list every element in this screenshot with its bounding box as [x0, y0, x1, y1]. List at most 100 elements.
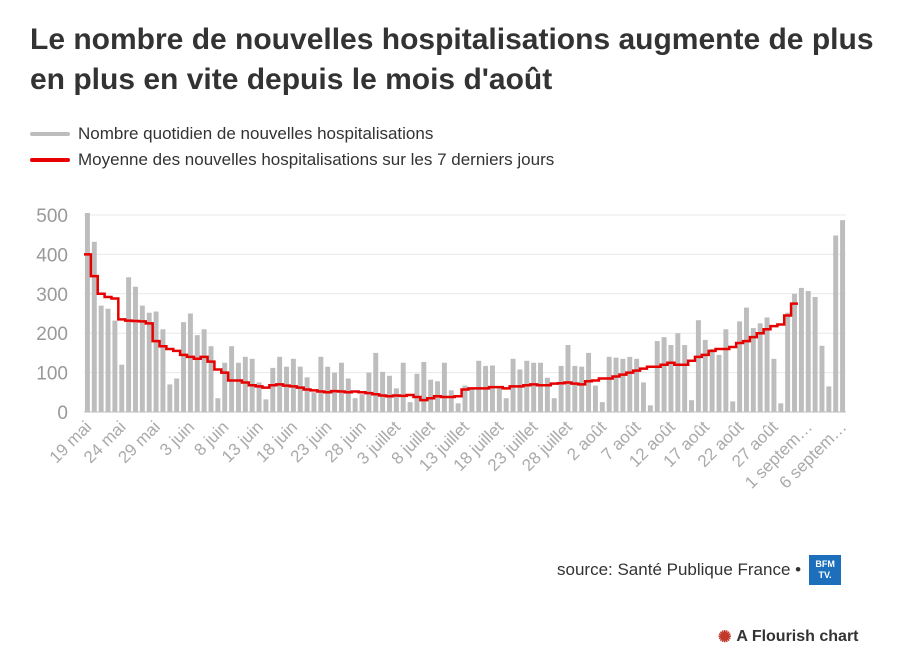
daily-bar: [338, 362, 344, 412]
daily-bar: [489, 365, 495, 412]
flourish-credit-label: A Flourish chart: [736, 628, 859, 645]
legend-item-average[interactable]: Moyenne des nouvelles hospitalisations s…: [30, 148, 554, 172]
daily-bar: [702, 339, 708, 412]
flourish-star-icon: ✺: [718, 629, 732, 646]
daily-bar: [448, 390, 454, 412]
source-note: source: Santé Publique France • BFM TV.: [557, 555, 842, 585]
daily-bar: [242, 356, 248, 412]
daily-bar: [627, 356, 633, 412]
daily-bar: [730, 401, 736, 412]
daily-bar: [318, 356, 324, 412]
daily-bar: [798, 287, 804, 412]
chart-title: Le nombre de nouvelles hospitalisations …: [30, 23, 874, 96]
daily-bar: [373, 352, 379, 412]
daily-bar: [256, 382, 262, 412]
daily-bar: [599, 402, 605, 412]
daily-bar: [661, 337, 667, 412]
average-series-line: [84, 253, 798, 402]
daily-bar: [270, 367, 276, 412]
legend-label-average: Moyenne des nouvelles hospitalisations s…: [78, 150, 555, 169]
daily-bar: [716, 354, 722, 412]
y-tick-label: 500: [36, 206, 68, 227]
daily-bar: [592, 385, 598, 412]
daily-bar: [503, 398, 509, 412]
daily-bar: [421, 361, 427, 412]
y-tick-label: 400: [36, 245, 68, 266]
daily-bar: [792, 293, 797, 412]
daily-bar: [139, 305, 145, 412]
daily-bar: [469, 388, 475, 412]
daily-bar: [91, 241, 97, 412]
daily-bar: [668, 345, 674, 412]
daily-bar: [737, 321, 743, 412]
daily-bar: [750, 328, 756, 412]
daily-bar: [496, 386, 502, 412]
daily-bar: [119, 364, 125, 412]
daily-bar: [407, 402, 413, 412]
daily-bar: [476, 360, 482, 412]
flourish-credit[interactable]: ✺ A Flourish chart: [718, 627, 859, 647]
daily-bar: [414, 373, 420, 412]
daily-bar: [675, 333, 681, 412]
legend-label-daily: Nombre quotidien de nouvelles hospitalis…: [78, 124, 434, 143]
daily-bar: [229, 346, 235, 412]
daily-bar: [393, 388, 399, 412]
y-axis: 0 100 200 300 400 500: [36, 206, 68, 424]
daily-bar: [325, 366, 331, 412]
daily-bar: [538, 362, 543, 412]
y-tick-label: 0: [57, 403, 68, 424]
daily-bar: [297, 366, 303, 412]
daily-bar: [634, 358, 640, 412]
daily-bar: [208, 346, 214, 412]
daily-bar: [174, 378, 180, 412]
daily-bar: [531, 362, 537, 412]
daily-bar: [826, 386, 832, 412]
y-tick-label: 100: [36, 364, 68, 385]
daily-bar: [682, 345, 688, 412]
daily-bar: [840, 220, 846, 412]
daily-bar: [187, 313, 193, 412]
daily-bar: [455, 403, 461, 412]
average-line: [84, 253, 798, 402]
daily-bar: [641, 382, 646, 412]
daily-bar: [689, 400, 695, 412]
daily-bar: [201, 329, 207, 412]
daily-bar: [126, 277, 132, 412]
daily-bar: [428, 379, 434, 412]
daily-bar: [606, 356, 612, 412]
daily-bar: [517, 369, 523, 412]
daily-bar: [579, 366, 585, 412]
daily-bar: [709, 348, 715, 412]
legend-item-daily[interactable]: Nombre quotidien de nouvelles hospitalis…: [30, 122, 433, 146]
daily-bar: [805, 291, 811, 412]
daily-bar: [462, 385, 468, 412]
daily-bar: [833, 235, 839, 412]
daily-bar: [105, 308, 111, 412]
daily-bar: [181, 322, 187, 412]
legend-swatch-daily: [30, 132, 70, 136]
daily-bar: [400, 362, 406, 412]
daily-bar: [647, 405, 653, 412]
daily-bar: [146, 312, 152, 412]
daily-bars: [84, 213, 846, 412]
daily-bar: [98, 305, 104, 412]
daily-bar: [235, 362, 241, 412]
daily-bar: [551, 398, 557, 412]
daily-bar: [441, 362, 447, 412]
bfm-logo: BFM TV.: [809, 555, 842, 585]
daily-bar: [84, 213, 90, 412]
daily-bar: [654, 341, 660, 412]
y-tick-label: 300: [36, 285, 68, 306]
daily-bar: [387, 375, 392, 412]
daily-bar: [544, 377, 550, 412]
x-tick-label: 3 juin: [156, 417, 198, 459]
daily-bar: [304, 377, 310, 412]
daily-bar: [819, 345, 825, 412]
daily-bar: [359, 394, 365, 412]
daily-bar: [160, 329, 166, 412]
daily-bar: [215, 398, 221, 412]
daily-bar: [558, 365, 564, 412]
daily-bar: [311, 392, 317, 412]
